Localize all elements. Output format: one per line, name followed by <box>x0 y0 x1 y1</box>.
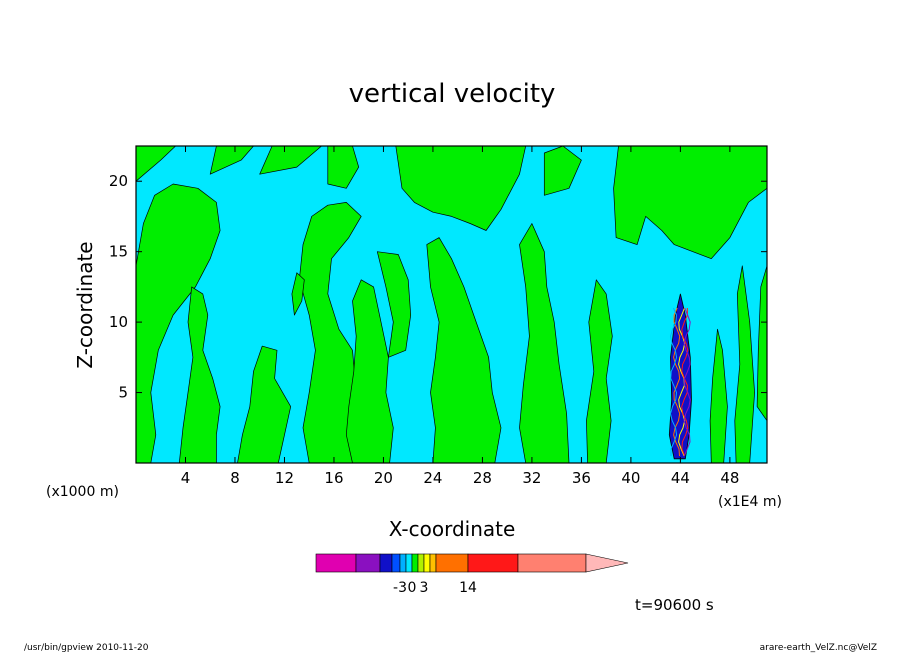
positive-region-0 <box>136 183 221 463</box>
x-unit-right: (x1E4 m) <box>718 494 782 510</box>
positive-region-17 <box>709 328 728 463</box>
y-axis: 5 10 15 20 <box>109 172 767 402</box>
x-tick-label-2: 12 <box>275 469 294 487</box>
x-tick-label-9: 40 <box>621 469 640 487</box>
positive-region-2 <box>237 345 292 463</box>
positive-region-8 <box>519 223 570 463</box>
colorbar-label-1: 0 <box>408 580 417 596</box>
x-tick-label-8: 36 <box>572 469 591 487</box>
positive-region-1 <box>178 286 221 463</box>
colorbar: -3 0 3 14 <box>315 553 629 596</box>
colorbar-segment-12 <box>517 553 587 573</box>
x-unit-left: (x1000 m) <box>46 484 119 500</box>
positive-region-5 <box>376 251 412 358</box>
colorbar-segment-2 <box>379 553 393 573</box>
positive-region-9 <box>586 279 613 463</box>
y-axis-label: Z-coordinate <box>73 241 97 368</box>
x-axis: 4 8 12 16 20 24 28 32 36 40 44 48 <box>181 146 739 487</box>
colorbar-segment-11 <box>467 553 519 573</box>
colorbar-label-3: 14 <box>459 580 477 596</box>
y-tick-label-2: 15 <box>109 243 128 261</box>
footer-right: arare-earth_VelZ.nc@VelZ <box>760 643 877 653</box>
colorbar-segment-5 <box>405 553 413 573</box>
colorbar-segment-6 <box>411 553 419 573</box>
positive-region-10 <box>613 146 767 260</box>
updraft-core <box>668 293 692 460</box>
colorbar-segment-7 <box>417 553 425 573</box>
x-tick-label-1: 8 <box>230 469 240 487</box>
y-tick-label-1: 10 <box>109 313 128 331</box>
colorbar-segment-8 <box>423 553 431 573</box>
positive-region-19 <box>756 265 767 422</box>
colorbar-segment-0 <box>315 553 357 573</box>
positive-region-6 <box>395 146 527 231</box>
positive-region-14 <box>327 146 360 189</box>
plot-frame <box>135 145 768 464</box>
x-tick-label-3: 16 <box>324 469 343 487</box>
colorbar-extension-arrow <box>585 553 629 573</box>
x-axis-label: X-coordinate <box>389 517 516 541</box>
updraft-strand-4 <box>683 307 691 457</box>
updraft-strand-3 <box>669 307 678 456</box>
colorbar-label-0: -3 <box>393 580 407 596</box>
x-tick-label-0: 4 <box>181 469 191 487</box>
positive-velocity-regions <box>136 146 767 463</box>
y-tick-label-0: 5 <box>118 384 128 402</box>
x-tick-label-5: 24 <box>423 469 442 487</box>
x-tick-label-4: 20 <box>374 469 393 487</box>
positive-region-15 <box>543 146 582 196</box>
y-tick-label-3: 20 <box>109 172 128 190</box>
updraft-strand-2 <box>681 307 689 457</box>
colorbar-segment-4 <box>399 553 407 573</box>
positive-region-18 <box>734 265 755 463</box>
x-tick-label-10: 44 <box>671 469 690 487</box>
time-label: t=90600 s <box>635 596 714 614</box>
colorbar-segment-1 <box>355 553 381 573</box>
positive-region-16 <box>291 272 305 316</box>
chart-title: vertical velocity <box>349 79 556 109</box>
positive-region-12 <box>209 146 254 175</box>
colorbar-label-2: 3 <box>420 580 429 596</box>
positive-region-13 <box>259 146 322 175</box>
footer-left: /usr/bin/gpview 2010-11-20 <box>24 643 149 653</box>
positive-region-7 <box>426 237 502 463</box>
colorbar-segment-10 <box>435 553 469 573</box>
updraft-strand-0 <box>673 307 681 457</box>
x-tick-label-6: 28 <box>473 469 492 487</box>
colorbar-segment-3 <box>391 553 401 573</box>
x-tick-label-11: 48 <box>720 469 739 487</box>
positive-region-4 <box>345 279 394 463</box>
x-tick-label-7: 32 <box>522 469 541 487</box>
colorbar-segment-9 <box>429 553 437 573</box>
positive-region-11 <box>136 146 176 182</box>
